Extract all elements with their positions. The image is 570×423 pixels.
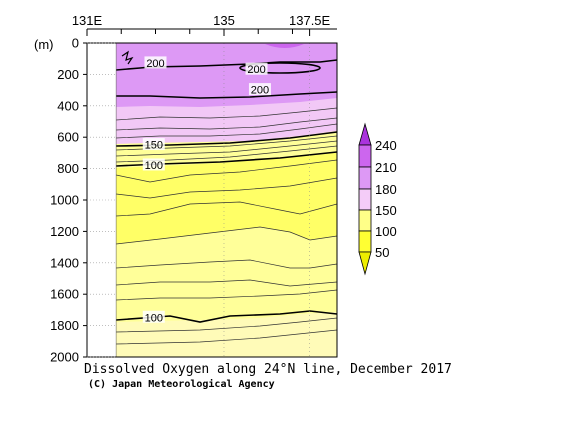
y-tick-label: 1600 <box>50 287 79 302</box>
colorbar-legend: 240 210 180 150 100 50 <box>358 122 397 276</box>
contour-label-bg <box>144 56 167 69</box>
colorbar-segment <box>358 209 372 232</box>
thin-contour-line <box>116 107 337 121</box>
contour-label: 200 <box>251 85 269 97</box>
colorbar-label: 50 <box>375 245 389 260</box>
colorbar-segment <box>358 166 372 190</box>
x-tick-label: 131E <box>72 13 103 28</box>
band-bottom <box>116 312 337 357</box>
patch-210-240 <box>265 44 304 48</box>
thin-contour-line <box>116 279 337 287</box>
contour-label: 150 <box>145 140 163 152</box>
y-axis-unit-label: (m) <box>34 37 54 52</box>
thin-contour-line <box>116 177 337 199</box>
y-tick-label: 0 <box>72 36 79 51</box>
colorbar-label: 210 <box>375 160 397 175</box>
contour-100-deep <box>116 310 337 323</box>
y-tick-label: 1000 <box>50 193 79 208</box>
x-tick-label: 135 <box>213 13 235 28</box>
contour-labels: 200 200 200 150 100 100 <box>142 56 271 324</box>
contour-label: 200 <box>146 58 164 70</box>
y-tick-label: 1800 <box>50 318 79 333</box>
thin-contour-line <box>116 289 337 301</box>
colorbar-label: 100 <box>375 224 397 239</box>
contour-200-top <box>116 59 337 71</box>
thin-contour-line <box>116 226 337 245</box>
chart-title: Dissolved Oxygen along 24°N line, Decemb… <box>84 362 452 377</box>
contour-label: 100 <box>145 312 163 324</box>
coastal-contour <box>121 50 134 65</box>
contour-label: 100 <box>145 160 163 172</box>
y-tick-label: 600 <box>57 130 79 145</box>
colorbar-label: 240 <box>375 138 397 153</box>
colorbar-label: 150 <box>375 203 397 218</box>
x-tick-label: 137.5E <box>289 13 331 28</box>
colorbar-bottom-arrow <box>358 251 372 276</box>
credit-text: (C) Japan Meteorological Agency <box>88 378 275 390</box>
contour-label-bg <box>142 138 165 151</box>
thin-contour-line <box>116 117 337 131</box>
thin-contour-line <box>116 123 337 139</box>
data-field <box>116 43 337 357</box>
colorbar-label: 180 <box>375 182 397 197</box>
colorbar-segment <box>358 188 372 211</box>
y-tick-label: 2000 <box>50 350 79 365</box>
thin-contour-line <box>116 317 337 333</box>
contour-label-bg <box>142 310 165 323</box>
y-tick-label: 1200 <box>50 224 79 239</box>
thin-contour-line <box>116 259 337 269</box>
contour-200-closed <box>239 62 321 74</box>
contour-200-bottom <box>116 91 337 99</box>
y-tick-label: 1400 <box>50 255 79 270</box>
axes: 131E 135 137.5E 0 200 400 600 800 1000 1200 1400 16… <box>50 13 338 365</box>
y-tick-label: 200 <box>57 67 79 82</box>
thin-contour-line <box>116 140 337 157</box>
thin-contour-line <box>116 159 337 183</box>
contour-label: 200 <box>247 64 265 76</box>
contour-label-bg <box>142 158 165 171</box>
contour-label-bg <box>248 83 271 96</box>
y-tick-label: 800 <box>57 161 79 176</box>
contour-label-bg <box>245 62 268 75</box>
plot-area <box>115 43 337 357</box>
colorbar-segment <box>358 144 372 168</box>
thin-contour-line <box>116 329 337 345</box>
colorbar-segment <box>358 230 372 253</box>
thin-contour-line <box>116 201 337 217</box>
y-tick-label: 400 <box>57 98 79 113</box>
colorbar-top-arrow <box>358 122 372 146</box>
